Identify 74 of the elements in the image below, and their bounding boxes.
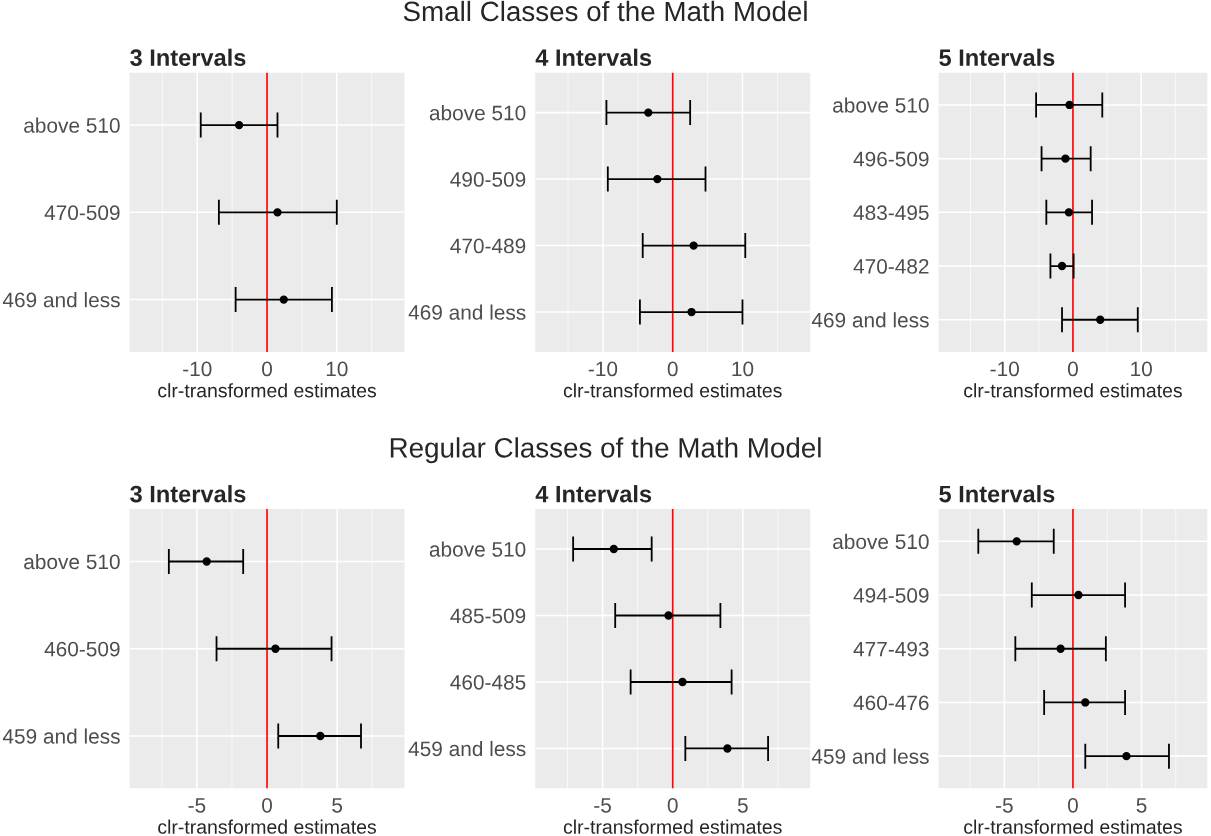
x-tick-label: 5 — [1136, 798, 1147, 813]
y-tick-label: above 510 — [833, 97, 929, 113]
y-tick-label: 460-485 — [450, 674, 526, 690]
x-tick-label: 0 — [1067, 361, 1078, 377]
x-tick-label: -5 — [594, 798, 611, 813]
point — [723, 744, 732, 753]
chart-title: 4 Intervals — [535, 48, 652, 67]
y-tick-label: 483-495 — [853, 205, 929, 221]
y-tick-label: 485-509 — [450, 608, 526, 624]
x-tick-label: 10 — [1131, 361, 1152, 377]
point — [1064, 208, 1074, 217]
y-tick-label: 460-509 — [44, 641, 120, 657]
point — [689, 241, 698, 250]
chart-title: 5 Intervals — [939, 48, 1055, 67]
point — [1081, 698, 1090, 707]
point — [664, 611, 673, 620]
point — [1074, 590, 1083, 600]
x-tick-label: 0 — [667, 361, 678, 377]
y-tick-label: 494-509 — [853, 588, 929, 603]
point — [687, 307, 696, 317]
point — [644, 108, 653, 117]
x-tick-label: 5 — [332, 798, 343, 813]
x-tick-label: -10 — [990, 361, 1019, 377]
x-axis-title: clr-transformed estimates — [158, 819, 377, 834]
chart-title: 4 Intervals — [535, 485, 652, 503]
x-tick-label: 0 — [1067, 797, 1078, 813]
x-tick-label: -10 — [183, 361, 212, 377]
y-tick-label: above 510 — [429, 541, 526, 557]
y-tick-label: above 510 — [24, 553, 120, 570]
y-tick-label: 477-493 — [853, 641, 929, 657]
y-tick-label: 469 and less — [2, 292, 120, 308]
x-axis-title: clr-transformed estimates — [964, 819, 1182, 834]
x-tick-label: 0 — [262, 797, 272, 813]
x-axis-title: clr-transformed estimates — [964, 383, 1182, 398]
y-tick-label: above 510 — [833, 533, 929, 550]
y-tick-label: above 510 — [429, 105, 526, 121]
x-tick-label: 10 — [732, 361, 754, 377]
y-tick-label: 496-509 — [853, 151, 929, 167]
x-tick-label: -5 — [996, 798, 1013, 813]
y-tick-label: 470-482 — [853, 259, 929, 274]
x-tick-label: 10 — [326, 361, 348, 377]
y-tick-label: 460-476 — [853, 695, 929, 711]
x-axis-title: clr-transformed estimates — [563, 819, 782, 834]
x-tick-label: -5 — [188, 798, 206, 813]
point — [609, 544, 618, 554]
point — [1057, 261, 1067, 271]
x-tick-label: 0 — [262, 361, 272, 377]
chart-title: 3 Intervals — [130, 485, 246, 503]
point — [678, 677, 687, 687]
y-tick-label: 470-509 — [44, 205, 120, 221]
point — [1056, 644, 1065, 653]
point — [1065, 100, 1074, 110]
y-tick-label: 470-489 — [450, 238, 526, 254]
point — [1061, 154, 1070, 163]
y-tick-label: 459 and less — [2, 728, 120, 744]
y-tick-label: 459 and less — [408, 740, 526, 757]
y-tick-label: above 510 — [24, 117, 120, 133]
point — [1122, 751, 1131, 761]
x-tick-label: 5 — [737, 798, 748, 813]
x-axis-title: clr-transformed estimates — [158, 383, 377, 398]
chart-title: 3 Intervals — [130, 48, 246, 67]
x-tick-label: -10 — [588, 361, 618, 377]
y-tick-label: 469 and less — [408, 304, 526, 320]
y-tick-label: 459 and less — [811, 748, 929, 764]
text: Regular Classes of the Math Model — [390, 437, 821, 464]
point — [1096, 315, 1105, 324]
point — [1012, 537, 1021, 546]
y-tick-label: 490-509 — [450, 172, 526, 187]
point — [653, 174, 662, 184]
y-tick-label: 469 and less — [811, 312, 929, 328]
x-axis-title: clr-transformed estimates — [563, 383, 782, 398]
x-tick-label: 0 — [667, 797, 678, 813]
chart-title: 5 Intervals — [939, 485, 1055, 503]
text: Small Classes of the Math Model — [403, 0, 807, 22]
